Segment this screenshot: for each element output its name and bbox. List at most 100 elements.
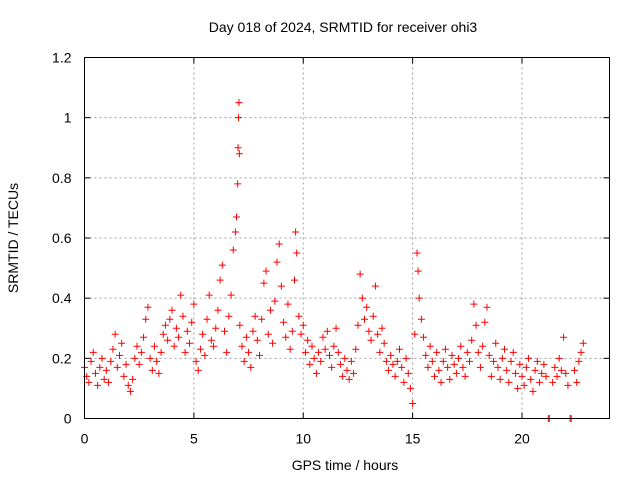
data-point bbox=[144, 303, 152, 311]
x-tick-label: 10 bbox=[295, 431, 311, 447]
data-point bbox=[100, 375, 108, 383]
data-point bbox=[420, 333, 428, 341]
data-point bbox=[393, 357, 401, 365]
data-point bbox=[553, 372, 561, 380]
data-point bbox=[459, 363, 467, 371]
data-point bbox=[437, 378, 445, 386]
data-point bbox=[256, 351, 263, 359]
data-point bbox=[343, 366, 351, 374]
data-point bbox=[398, 363, 406, 371]
y-tick-label: 0 bbox=[64, 411, 72, 427]
chart-title: Day 018 of 2024, SRMTID for receiver ohi… bbox=[209, 19, 478, 35]
data-point bbox=[389, 360, 397, 368]
data-point bbox=[413, 249, 421, 257]
data-point bbox=[540, 360, 548, 368]
data-point bbox=[306, 360, 314, 368]
data-point bbox=[113, 363, 121, 371]
data-point bbox=[461, 372, 469, 380]
data-point bbox=[277, 282, 285, 290]
data-point bbox=[214, 306, 222, 314]
y-tick-label: 1.2 bbox=[52, 50, 72, 66]
data-point bbox=[402, 354, 410, 362]
data-point bbox=[417, 315, 425, 323]
data-point bbox=[452, 369, 460, 377]
data-point bbox=[172, 324, 180, 332]
data-point bbox=[334, 348, 342, 356]
data-point bbox=[527, 375, 535, 383]
data-point bbox=[492, 339, 500, 347]
data-point bbox=[262, 267, 270, 275]
data-point bbox=[236, 321, 244, 329]
data-point bbox=[529, 387, 537, 395]
data-point bbox=[406, 384, 414, 392]
data-point bbox=[520, 381, 528, 389]
data-point bbox=[414, 267, 422, 275]
data-point bbox=[328, 363, 336, 371]
data-point bbox=[319, 333, 327, 341]
data-point bbox=[483, 303, 491, 311]
data-point bbox=[235, 99, 243, 107]
data-point bbox=[111, 330, 119, 338]
data-point bbox=[293, 249, 301, 257]
data-point bbox=[341, 354, 349, 362]
data-point bbox=[258, 315, 266, 323]
data-point bbox=[321, 345, 329, 353]
data-point bbox=[479, 342, 487, 350]
y-tick-label: 1 bbox=[64, 110, 72, 126]
x-tick-label: 0 bbox=[81, 431, 89, 447]
data-point bbox=[371, 282, 379, 290]
data-point bbox=[96, 363, 104, 371]
data-point bbox=[107, 357, 115, 365]
data-point bbox=[562, 369, 570, 377]
data-point bbox=[490, 357, 498, 365]
data-point bbox=[496, 375, 504, 383]
data-point bbox=[516, 360, 524, 368]
data-point bbox=[205, 291, 213, 299]
data-point bbox=[109, 345, 117, 353]
data-point bbox=[203, 315, 211, 323]
data-point bbox=[549, 378, 557, 386]
data-point bbox=[148, 366, 156, 374]
data-point bbox=[183, 327, 191, 335]
data-point bbox=[363, 303, 371, 311]
data-point bbox=[233, 213, 241, 221]
data-point bbox=[431, 372, 438, 380]
data-point bbox=[378, 324, 386, 332]
data-point bbox=[361, 315, 368, 323]
data-points bbox=[81, 99, 587, 422]
data-point bbox=[179, 312, 187, 320]
data-point bbox=[446, 375, 454, 383]
data-point bbox=[234, 180, 242, 188]
data-point bbox=[295, 312, 303, 320]
data-point bbox=[87, 357, 95, 365]
data-point bbox=[151, 342, 158, 350]
data-point bbox=[358, 294, 366, 302]
data-point bbox=[120, 372, 128, 380]
data-point bbox=[264, 330, 272, 338]
data-point bbox=[503, 366, 511, 374]
data-point bbox=[310, 354, 318, 362]
data-point bbox=[476, 363, 484, 371]
data-point bbox=[312, 369, 320, 377]
data-point bbox=[118, 339, 126, 347]
data-point bbox=[299, 321, 307, 329]
data-point bbox=[501, 345, 508, 353]
data-point bbox=[227, 291, 235, 299]
data-point bbox=[221, 327, 228, 335]
data-point bbox=[326, 351, 333, 359]
data-point bbox=[428, 357, 436, 365]
data-point bbox=[485, 351, 493, 359]
data-point bbox=[126, 387, 134, 395]
y-tick-label: 0.4 bbox=[52, 290, 72, 306]
data-point bbox=[284, 300, 292, 308]
data-point bbox=[177, 291, 185, 299]
data-point bbox=[481, 318, 489, 326]
data-point bbox=[536, 378, 543, 386]
plot-frame bbox=[84, 57, 610, 419]
data-point bbox=[192, 357, 200, 365]
data-point bbox=[514, 384, 522, 392]
data-point bbox=[347, 357, 355, 365]
data-point bbox=[286, 345, 294, 353]
data-point bbox=[560, 333, 568, 341]
